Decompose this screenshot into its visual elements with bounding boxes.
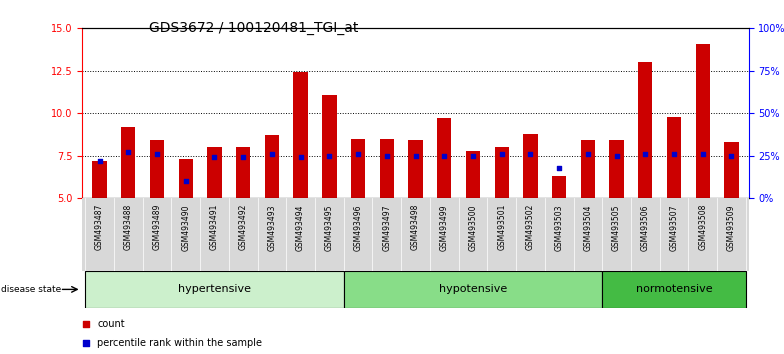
- Point: [696, 151, 709, 157]
- Point: [668, 151, 681, 157]
- Bar: [351, 139, 365, 198]
- Point: [466, 153, 479, 159]
- Text: normotensive: normotensive: [636, 284, 713, 295]
- Point: [725, 153, 738, 159]
- Text: GSM493494: GSM493494: [296, 204, 305, 251]
- Text: GSM493499: GSM493499: [440, 204, 448, 251]
- Point: [151, 151, 163, 157]
- Bar: [552, 176, 566, 198]
- Point: [524, 151, 537, 157]
- Bar: [293, 73, 308, 198]
- Bar: [265, 135, 279, 198]
- Point: [610, 153, 622, 159]
- Text: hypotensive: hypotensive: [439, 284, 507, 295]
- Bar: [150, 141, 164, 198]
- Bar: [408, 141, 423, 198]
- Bar: [667, 117, 681, 198]
- Bar: [638, 62, 652, 198]
- Bar: [466, 151, 480, 198]
- Point: [93, 158, 106, 164]
- Bar: [437, 118, 452, 198]
- FancyBboxPatch shape: [85, 271, 343, 308]
- Point: [409, 153, 422, 159]
- Point: [495, 151, 508, 157]
- Text: GSM493487: GSM493487: [95, 204, 104, 250]
- Text: disease state: disease state: [1, 285, 61, 294]
- Point: [266, 151, 278, 157]
- FancyBboxPatch shape: [602, 271, 746, 308]
- Point: [237, 155, 249, 160]
- Text: GSM493488: GSM493488: [124, 204, 132, 250]
- Bar: [724, 142, 739, 198]
- Point: [122, 149, 135, 155]
- Bar: [179, 159, 193, 198]
- Bar: [609, 141, 624, 198]
- Text: GSM493490: GSM493490: [181, 204, 191, 251]
- Point: [639, 151, 652, 157]
- Text: count: count: [97, 319, 125, 329]
- Point: [553, 165, 565, 171]
- Bar: [523, 134, 538, 198]
- Text: GSM493507: GSM493507: [670, 204, 678, 251]
- Text: GSM493504: GSM493504: [583, 204, 593, 251]
- Text: GSM493506: GSM493506: [641, 204, 650, 251]
- Text: GSM493508: GSM493508: [699, 204, 707, 250]
- Text: GSM493502: GSM493502: [526, 204, 535, 250]
- Text: GDS3672 / 100120481_TGI_at: GDS3672 / 100120481_TGI_at: [149, 21, 358, 35]
- Bar: [379, 139, 394, 198]
- Point: [294, 155, 307, 160]
- Text: GSM493497: GSM493497: [383, 204, 391, 251]
- Point: [209, 155, 221, 160]
- Point: [273, 88, 285, 94]
- Bar: [236, 147, 250, 198]
- Point: [273, 266, 285, 271]
- Text: GSM493509: GSM493509: [727, 204, 736, 251]
- Text: GSM493493: GSM493493: [267, 204, 277, 251]
- Text: GSM493492: GSM493492: [238, 204, 248, 250]
- Text: GSM493491: GSM493491: [210, 204, 219, 250]
- Text: GSM493496: GSM493496: [354, 204, 362, 251]
- Text: hypertensive: hypertensive: [178, 284, 251, 295]
- Bar: [93, 161, 107, 198]
- Point: [582, 151, 594, 157]
- Bar: [695, 44, 710, 198]
- Text: GSM493500: GSM493500: [469, 204, 477, 251]
- Text: GSM493498: GSM493498: [411, 204, 420, 250]
- Text: GSM493495: GSM493495: [325, 204, 334, 251]
- Bar: [581, 141, 595, 198]
- Text: GSM493505: GSM493505: [612, 204, 621, 251]
- Point: [380, 153, 393, 159]
- Point: [180, 178, 192, 184]
- Bar: [322, 95, 336, 198]
- Bar: [207, 147, 222, 198]
- Bar: [121, 127, 136, 198]
- Text: GSM493503: GSM493503: [554, 204, 564, 251]
- FancyBboxPatch shape: [343, 271, 602, 308]
- Text: percentile rank within the sample: percentile rank within the sample: [97, 338, 263, 348]
- Text: GSM493501: GSM493501: [497, 204, 506, 250]
- Bar: [495, 147, 509, 198]
- Point: [438, 153, 451, 159]
- Text: GSM493489: GSM493489: [153, 204, 162, 250]
- Point: [352, 151, 365, 157]
- Point: [323, 153, 336, 159]
